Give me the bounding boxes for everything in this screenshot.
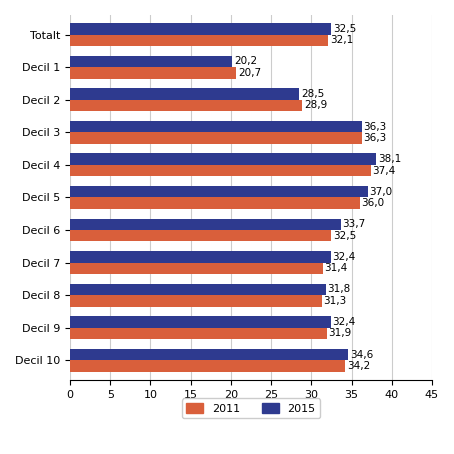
- Bar: [70, 35, 328, 46]
- Text: 36,0: 36,0: [361, 198, 384, 208]
- Text: 28,5: 28,5: [301, 89, 324, 99]
- Text: 36,3: 36,3: [364, 122, 387, 132]
- Text: 31,9: 31,9: [328, 329, 351, 339]
- Text: 31,4: 31,4: [324, 263, 347, 273]
- Text: 20,2: 20,2: [234, 56, 257, 66]
- Bar: [70, 121, 362, 132]
- Bar: [70, 316, 331, 328]
- Legend: 2011, 2015: 2011, 2015: [182, 399, 320, 418]
- Bar: [70, 100, 302, 111]
- Bar: [70, 251, 331, 262]
- Text: 32,4: 32,4: [332, 317, 355, 327]
- Text: 34,2: 34,2: [347, 361, 370, 371]
- Bar: [70, 349, 348, 360]
- Bar: [70, 89, 299, 100]
- Bar: [70, 67, 237, 79]
- Text: 38,1: 38,1: [378, 154, 401, 164]
- Text: 33,7: 33,7: [343, 219, 366, 229]
- Text: 34,6: 34,6: [350, 350, 373, 360]
- Bar: [70, 328, 326, 339]
- Bar: [70, 186, 368, 197]
- Text: 20,7: 20,7: [238, 68, 261, 78]
- Bar: [70, 284, 326, 295]
- Text: 36,3: 36,3: [364, 133, 387, 143]
- Text: 32,4: 32,4: [332, 252, 355, 262]
- Bar: [70, 153, 376, 165]
- Text: 32,1: 32,1: [330, 35, 353, 45]
- Text: 31,8: 31,8: [327, 285, 350, 295]
- Bar: [70, 219, 341, 230]
- Text: 32,5: 32,5: [333, 24, 356, 34]
- Bar: [70, 132, 362, 144]
- Text: 37,0: 37,0: [369, 187, 392, 197]
- Text: 28,9: 28,9: [304, 100, 327, 110]
- Bar: [70, 262, 322, 274]
- Text: 31,3: 31,3: [323, 296, 346, 306]
- Bar: [70, 23, 331, 35]
- Text: 32,5: 32,5: [333, 231, 356, 241]
- Bar: [70, 230, 331, 242]
- Text: 37,4: 37,4: [372, 166, 396, 176]
- Bar: [70, 197, 360, 209]
- Bar: [70, 295, 322, 306]
- Bar: [70, 165, 371, 176]
- Bar: [70, 360, 345, 372]
- Bar: [70, 56, 232, 67]
